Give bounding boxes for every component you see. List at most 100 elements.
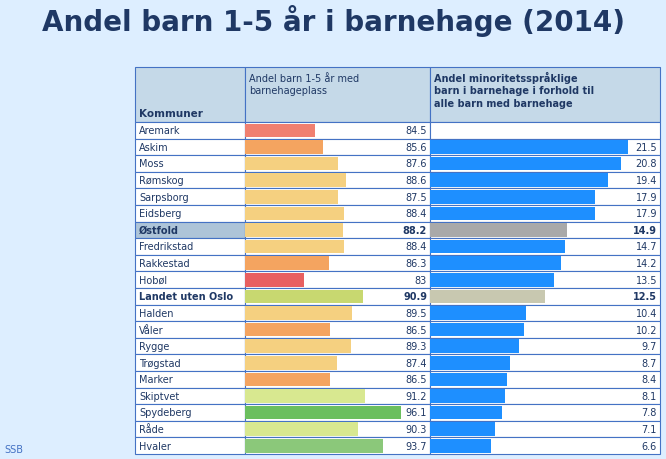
Bar <box>135 388 245 404</box>
Text: 7.8: 7.8 <box>641 408 657 418</box>
Text: Våler: Våler <box>139 325 164 335</box>
Text: 90.3: 90.3 <box>406 424 427 434</box>
Bar <box>430 141 628 154</box>
Bar <box>135 206 245 222</box>
Text: 88.2: 88.2 <box>403 225 427 235</box>
Text: 88.4: 88.4 <box>406 242 427 252</box>
Bar <box>245 257 328 270</box>
Bar <box>430 307 525 320</box>
Text: 83: 83 <box>415 275 427 285</box>
Bar <box>430 338 660 355</box>
Text: 85.6: 85.6 <box>406 143 427 152</box>
Bar <box>245 388 430 404</box>
Text: 89.3: 89.3 <box>406 341 427 351</box>
Bar <box>245 272 430 288</box>
Bar <box>430 207 595 221</box>
Text: 86.5: 86.5 <box>406 325 427 335</box>
Bar <box>135 272 245 288</box>
Bar <box>430 389 505 403</box>
Text: Landet uten Oslo: Landet uten Oslo <box>139 291 233 302</box>
Bar <box>245 422 358 436</box>
Bar <box>245 371 430 388</box>
Bar <box>430 323 524 336</box>
Bar <box>430 273 554 287</box>
Bar <box>245 141 324 154</box>
Text: 87.5: 87.5 <box>406 192 427 202</box>
Bar <box>245 124 315 138</box>
Bar <box>245 356 337 369</box>
Bar <box>245 174 346 187</box>
Bar <box>430 157 621 171</box>
Text: 88.6: 88.6 <box>406 176 427 186</box>
Text: Hobøl: Hobøl <box>139 275 167 285</box>
Bar <box>245 288 430 305</box>
Bar <box>245 439 384 453</box>
Bar <box>135 239 245 255</box>
Bar <box>245 173 430 189</box>
Bar <box>430 272 660 288</box>
Bar <box>245 157 338 171</box>
Text: Rygge: Rygge <box>139 341 169 351</box>
Text: Eidsberg: Eidsberg <box>139 209 181 219</box>
Bar <box>430 388 660 404</box>
Bar <box>135 321 245 338</box>
Bar <box>135 123 245 139</box>
Bar <box>245 239 430 255</box>
Bar <box>245 421 430 437</box>
Text: Halden: Halden <box>139 308 174 318</box>
Bar <box>135 355 245 371</box>
Text: 7.1: 7.1 <box>641 424 657 434</box>
Bar <box>245 373 330 386</box>
Bar <box>245 273 304 287</box>
Text: 19.4: 19.4 <box>635 176 657 186</box>
Text: 96.1: 96.1 <box>406 408 427 418</box>
Bar <box>430 290 545 303</box>
Bar <box>135 421 245 437</box>
Text: 86.5: 86.5 <box>406 375 427 385</box>
Bar <box>245 406 401 420</box>
Text: Sarpsborg: Sarpsborg <box>139 192 188 202</box>
Bar <box>430 190 595 204</box>
Bar <box>245 222 430 239</box>
Text: 14.7: 14.7 <box>635 242 657 252</box>
Text: 8.1: 8.1 <box>642 391 657 401</box>
Bar <box>135 189 245 206</box>
Bar <box>245 437 430 454</box>
Text: 12.5: 12.5 <box>633 291 657 302</box>
Bar <box>430 123 660 139</box>
Bar <box>135 305 245 321</box>
Text: SSB: SSB <box>4 444 23 454</box>
Bar <box>430 156 660 173</box>
Text: 10.2: 10.2 <box>635 325 657 335</box>
Bar <box>430 255 660 272</box>
Bar <box>245 404 430 421</box>
Bar <box>430 224 567 237</box>
Text: 87.4: 87.4 <box>406 358 427 368</box>
Bar <box>430 439 491 453</box>
Bar <box>245 123 430 139</box>
Bar <box>430 240 565 254</box>
Bar <box>135 371 245 388</box>
Text: Spydeberg: Spydeberg <box>139 408 192 418</box>
Bar <box>430 305 660 321</box>
Bar <box>245 305 430 321</box>
Text: Andel minoritetsspråklige
barn i barnehage i forhold til
alle barn med barnehage: Andel minoritetsspråklige barn i barneha… <box>434 72 594 109</box>
Bar <box>430 421 660 437</box>
Bar <box>135 173 245 189</box>
Bar <box>245 321 430 338</box>
Text: 90.9: 90.9 <box>403 291 427 302</box>
Bar <box>430 356 510 369</box>
Bar <box>245 389 365 403</box>
Text: Kommuner: Kommuner <box>139 109 203 119</box>
Text: 93.7: 93.7 <box>406 441 427 451</box>
Bar <box>245 206 430 222</box>
Bar <box>245 240 344 254</box>
Bar <box>245 355 430 371</box>
Text: Skiptvet: Skiptvet <box>139 391 179 401</box>
Bar <box>245 255 430 272</box>
Text: 13.5: 13.5 <box>635 275 657 285</box>
Bar <box>430 437 660 454</box>
Text: Aremark: Aremark <box>139 126 180 136</box>
Bar <box>135 156 245 173</box>
Text: 9.7: 9.7 <box>641 341 657 351</box>
